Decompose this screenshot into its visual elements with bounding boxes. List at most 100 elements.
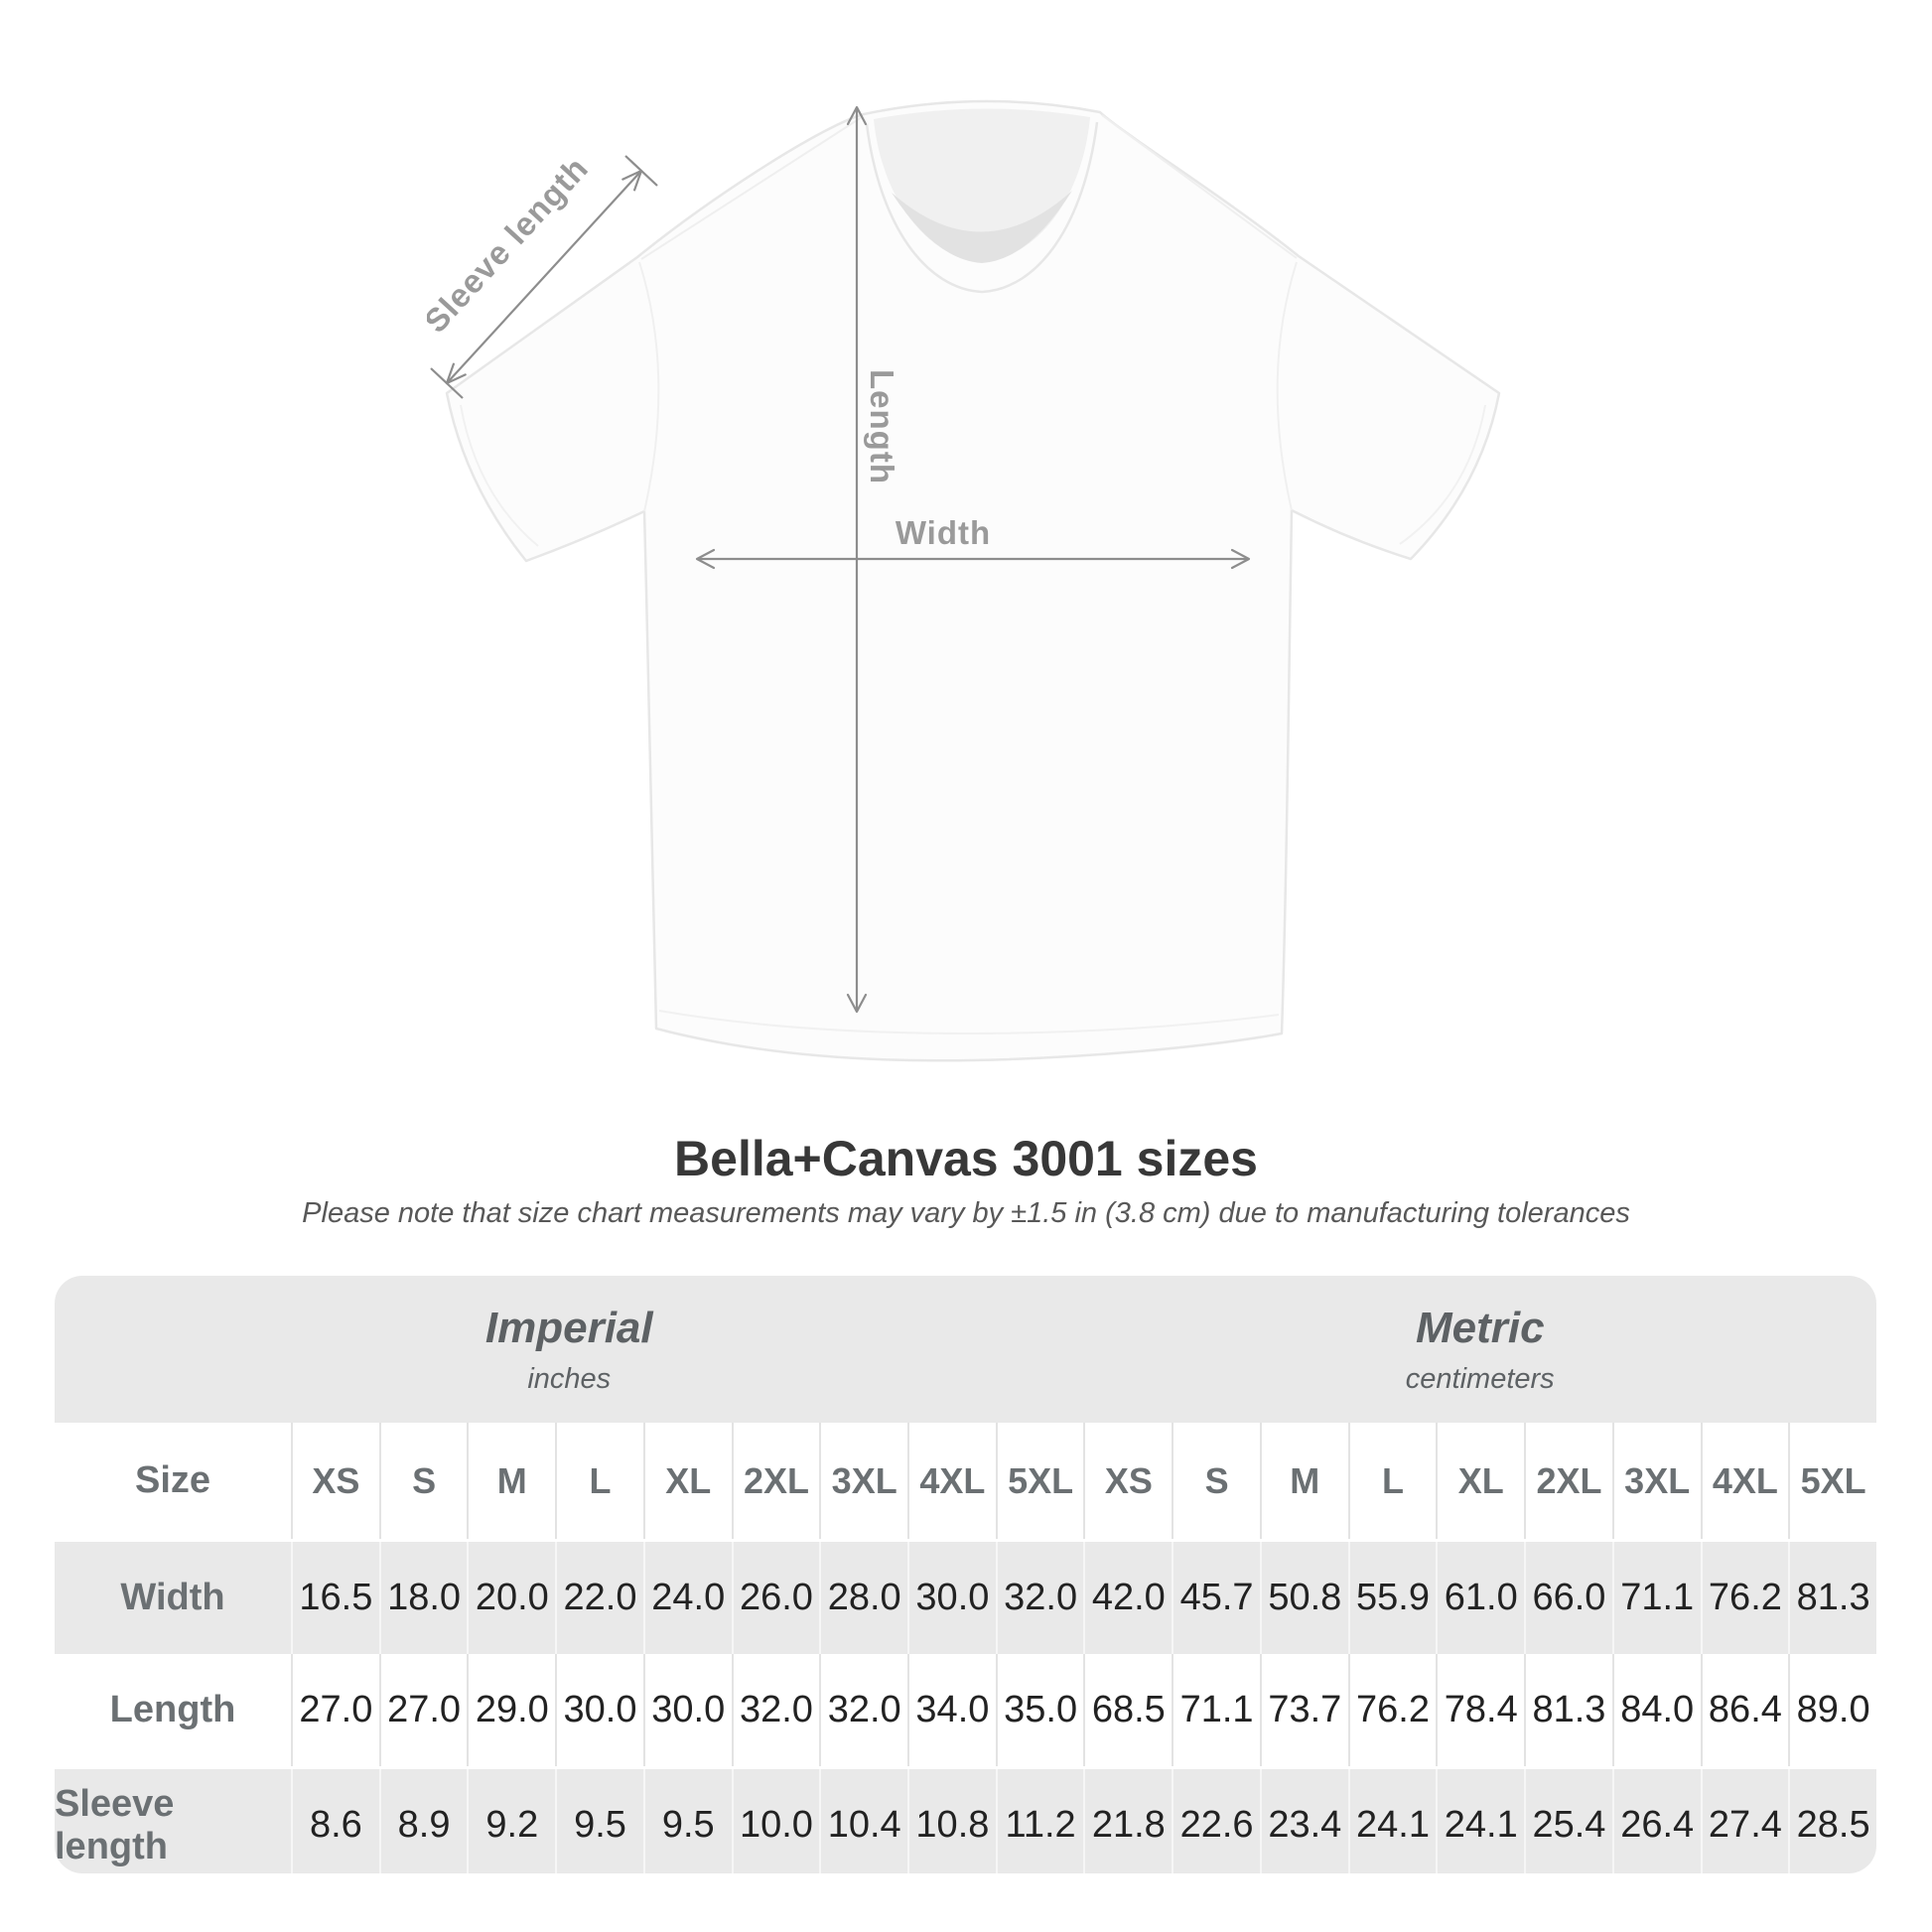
value-cell: 16.5 (291, 1542, 379, 1654)
metric-label: Metric (1415, 1303, 1545, 1352)
value-cell: 24.1 (1347, 1769, 1437, 1873)
value-cell: 28.0 (819, 1542, 907, 1654)
value-cell: 20.0 (467, 1542, 555, 1654)
value-cell: 78.4 (1436, 1654, 1524, 1766)
value-cell: 84.0 (1611, 1654, 1701, 1766)
size-header-row: Size XS S M L XL 2XL 3XL 4XL 5XL XS S M L XL 2XL 3XL 4XL… (55, 1423, 1876, 1539)
value-cell: 22.0 (555, 1542, 643, 1654)
size-col-header: 2XL (1524, 1423, 1612, 1539)
value-cell: 10.0 (731, 1769, 820, 1873)
collar-inner-shadow (892, 191, 1072, 263)
length-label: Length (864, 369, 900, 484)
value-cell: 29.0 (467, 1654, 555, 1766)
value-cell: 45.7 (1172, 1542, 1260, 1654)
value-cell: 22.6 (1172, 1769, 1260, 1873)
value-cell: 10.8 (907, 1769, 996, 1873)
value-cell: 23.4 (1259, 1769, 1348, 1873)
value-cell: 27.0 (291, 1654, 379, 1766)
value-cell: 24.0 (642, 1542, 732, 1654)
size-col-header: XS (291, 1423, 379, 1539)
value-cell: 89.0 (1788, 1654, 1876, 1766)
value-cell: 68.5 (1083, 1654, 1172, 1766)
value-cell: 11.2 (995, 1769, 1084, 1873)
size-col-header: L (555, 1423, 643, 1539)
size-table: Imperial inches Metric centimeters Size … (55, 1276, 1876, 1873)
metric-header: Metric centimeters (1084, 1276, 1877, 1423)
value-cell: 50.8 (1259, 1542, 1348, 1654)
value-cell: 32.0 (819, 1654, 907, 1766)
size-col-header: 3XL (1611, 1423, 1701, 1539)
size-col-header: 2XL (731, 1423, 820, 1539)
width-label: Width (896, 514, 991, 551)
value-cell: 76.2 (1700, 1542, 1789, 1654)
shoulder-seam-right (1101, 114, 1298, 259)
size-col-header: 3XL (819, 1423, 907, 1539)
imperial-header: Imperial inches (55, 1276, 1084, 1423)
value-cell: 34.0 (907, 1654, 996, 1766)
measurement-row-width: Width 16.5 18.0 20.0 22.0 24.0 26.0 28.0 30.0 32.… (55, 1539, 1876, 1654)
unit-header-band: Imperial inches Metric centimeters (55, 1276, 1876, 1423)
size-col-header: S (378, 1423, 468, 1539)
value-cell: 9.5 (642, 1769, 732, 1873)
value-cell: 73.7 (1259, 1654, 1348, 1766)
size-corner-label: Size (134, 1459, 211, 1501)
size-col-header: M (1259, 1423, 1348, 1539)
size-col-header: XL (1436, 1423, 1524, 1539)
measurement-row-length: Length 27.0 27.0 29.0 30.0 30.0 32.0 32.0 34.0 35… (55, 1654, 1876, 1766)
size-col-header: S (1172, 1423, 1260, 1539)
shoulder-seam-left (640, 116, 863, 260)
value-cell: 42.0 (1083, 1542, 1172, 1654)
measurement-row-sleeve-length: Sleeve length 8.6 8.9 9.2 9.5 9.5 10.0 10.4 10.8… (55, 1766, 1876, 1873)
size-col-header: 4XL (907, 1423, 996, 1539)
value-cell: 9.5 (555, 1769, 643, 1873)
value-cell: 61.0 (1436, 1542, 1524, 1654)
sleeve-length-arrow (430, 155, 658, 399)
value-cell: 8.9 (378, 1769, 468, 1873)
value-cell: 81.3 (1788, 1542, 1876, 1654)
metric-unit-label: centimeters (1405, 1362, 1555, 1395)
value-cell: 30.0 (555, 1654, 643, 1766)
value-cell: 71.1 (1172, 1654, 1260, 1766)
page-subtitle: Please note that size chart measurements… (302, 1197, 1630, 1229)
value-cell: 9.2 (467, 1769, 555, 1873)
value-cell: 66.0 (1524, 1542, 1612, 1654)
value-cell: 26.4 (1611, 1769, 1701, 1873)
bottom-hem-seam (658, 1010, 1280, 1035)
collar-band-seam (865, 121, 1099, 294)
value-cell: 10.4 (819, 1769, 907, 1873)
size-col-header: M (467, 1423, 555, 1539)
size-col-header: XL (642, 1423, 732, 1539)
value-cell: 71.1 (1611, 1542, 1701, 1654)
armhole-seam-left (638, 261, 660, 512)
width-arrow (695, 548, 1251, 570)
row-label: Length (109, 1689, 236, 1730)
size-col-header: L (1347, 1423, 1437, 1539)
value-cell: 18.0 (378, 1542, 468, 1654)
value-cell: 76.2 (1347, 1654, 1437, 1766)
value-cell: 25.4 (1524, 1769, 1612, 1873)
armhole-seam-right (1276, 261, 1298, 511)
value-cell: 35.0 (995, 1654, 1084, 1766)
size-col-header: 5XL (995, 1423, 1084, 1539)
row-label: Sleeve length (55, 1782, 175, 1867)
sleeve-hem-seam-right (1399, 404, 1486, 545)
imperial-unit-label: inches (527, 1362, 612, 1395)
value-cell: 8.6 (291, 1769, 379, 1873)
value-cell: 26.0 (731, 1542, 820, 1654)
value-cell: 27.0 (378, 1654, 468, 1766)
value-cell: 32.0 (995, 1542, 1084, 1654)
page-title: Bella+Canvas 3001 sizes (674, 1131, 1258, 1186)
value-cell: 21.8 (1083, 1769, 1172, 1873)
size-col-header: XS (1083, 1423, 1172, 1539)
value-cell: 81.3 (1524, 1654, 1612, 1766)
size-col-header: 5XL (1788, 1423, 1876, 1539)
imperial-label: Imperial (484, 1303, 653, 1352)
size-col-header: 4XL (1700, 1423, 1789, 1539)
value-cell: 55.9 (1347, 1542, 1437, 1654)
value-cell: 86.4 (1700, 1654, 1789, 1766)
value-cell: 27.4 (1700, 1769, 1789, 1873)
row-label: Width (120, 1577, 225, 1618)
value-cell: 28.5 (1788, 1769, 1876, 1873)
tshirt-measurement-diagram: Sleeve length Length Width (427, 99, 1501, 1062)
